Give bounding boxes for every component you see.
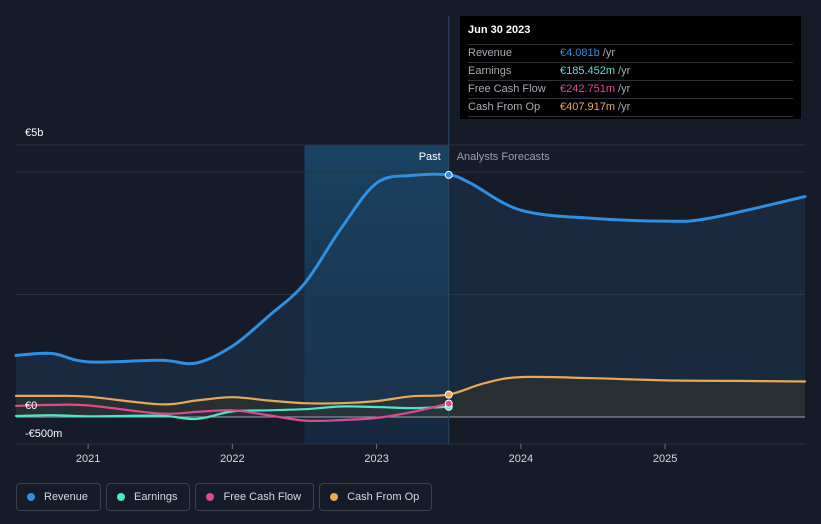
- tooltip-value: €185.452m: [560, 65, 616, 77]
- y-axis-bottom-label: -€500m: [25, 428, 62, 440]
- cash-from-op-dot-icon: [330, 493, 339, 501]
- cash-from-op-marker: [444, 390, 453, 399]
- revenue-line: [14, 172, 807, 366]
- tooltip-value: €242.751m: [560, 83, 616, 95]
- tooltip-value: €4.081b: [560, 47, 600, 59]
- tooltip-row-free-cash-flow: Free Cash Flow €242.751m /yr: [468, 81, 793, 99]
- x-tick-label: 2021: [76, 453, 100, 465]
- gridlines: [16, 144, 805, 445]
- free-cash-flow-line: [14, 402, 450, 423]
- legend-label: Earnings: [134, 491, 178, 503]
- series-markers: [444, 170, 453, 411]
- x-tick-label: 2023: [364, 453, 388, 465]
- tooltip-label: Cash From Op: [468, 101, 541, 113]
- x-tick-label: 2024: [509, 453, 533, 465]
- legend-item-earnings[interactable]: Earnings: [106, 483, 191, 511]
- legend-item-revenue[interactable]: Revenue: [16, 483, 102, 511]
- y-axis-zero-label: €0: [25, 400, 37, 412]
- tooltip: Jun 30 2023 Revenue €4.081b /yr Earnings…: [460, 16, 801, 119]
- legend: Revenue Earnings Free Cash Flow Cash Fro…: [16, 483, 433, 511]
- cash-from-op-line: [14, 375, 807, 406]
- legend-item-cash-from-op[interactable]: Cash From Op: [319, 483, 433, 511]
- tooltip-unit: /yr: [618, 101, 631, 113]
- legend-item-free-cash-flow[interactable]: Free Cash Flow: [195, 483, 315, 511]
- tooltip-unit: /yr: [618, 65, 631, 77]
- tooltip-date: Jun 30 2023: [468, 24, 793, 45]
- y-axis-top-label: €5b: [25, 127, 43, 139]
- legend-label: Revenue: [44, 491, 89, 503]
- tooltip-unit: /yr: [602, 47, 615, 59]
- tooltip-row-revenue: Revenue €4.081b /yr: [468, 45, 793, 63]
- x-axis-ticks: 2021 2022 2023 2024 2025: [76, 444, 677, 465]
- x-tick-label: 2025: [653, 453, 677, 465]
- earnings-line: [14, 405, 450, 421]
- legend-label: Cash From Op: [347, 491, 420, 503]
- x-tick-label: 2022: [220, 453, 244, 465]
- legend-label: Free Cash Flow: [223, 491, 302, 503]
- series-lines: [14, 172, 807, 423]
- tooltip-label: Revenue: [468, 47, 513, 59]
- tooltip-value: €407.917m: [560, 101, 616, 113]
- tooltip-row-earnings: Earnings €185.452m /yr: [468, 63, 793, 81]
- free-cash-flow-dot-icon: [206, 493, 215, 501]
- revenue-marker: [444, 170, 453, 179]
- tooltip-unit: /yr: [618, 83, 631, 95]
- revenue-area: [16, 174, 805, 417]
- past-label: Past: [419, 151, 441, 163]
- tooltip-label: Earnings: [468, 65, 512, 77]
- tooltip-label: Free Cash Flow: [468, 83, 546, 95]
- forecast-label: Analysts Forecasts: [457, 151, 550, 163]
- free-cash-flow-marker: [444, 399, 453, 408]
- tooltip-row-cash-from-op: Cash From Op €407.917m /yr: [468, 99, 793, 117]
- revenue-dot-icon: [27, 493, 35, 501]
- earnings-dot-icon: [117, 493, 126, 501]
